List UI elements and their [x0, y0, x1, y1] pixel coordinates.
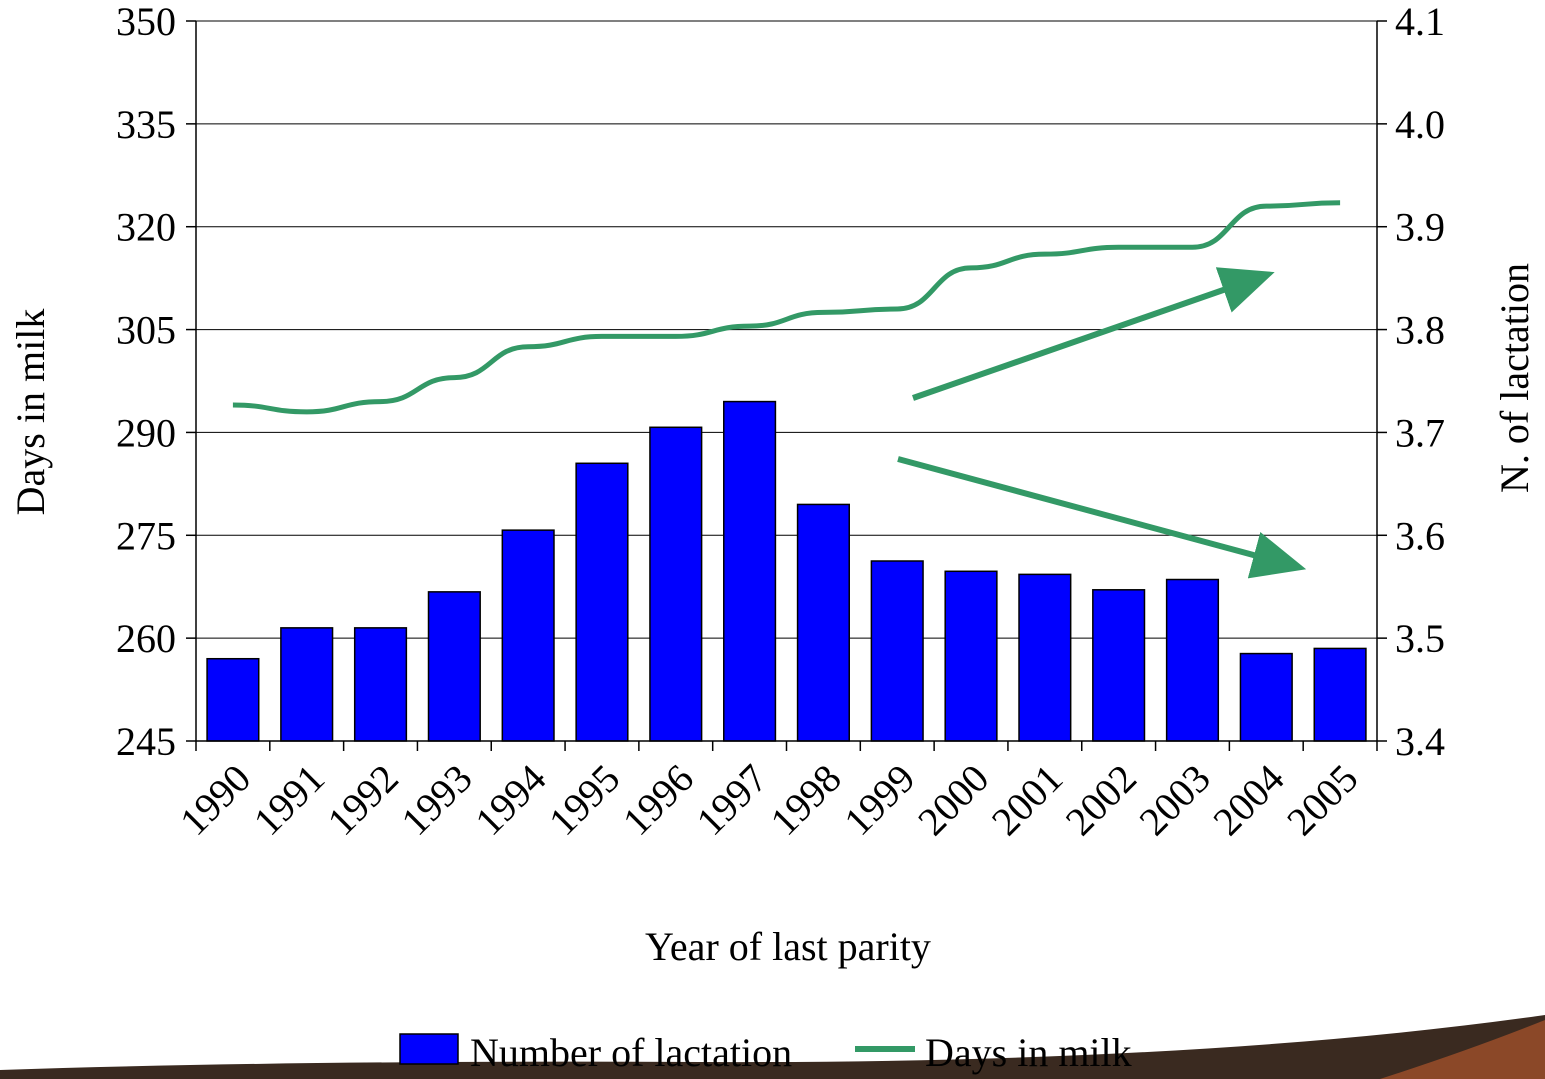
x-axis-ticks: 1990199119921993199419951996199719981999… [171, 741, 1378, 844]
x-tick-label: 1999 [835, 756, 923, 844]
x-tick-label: 1992 [319, 756, 407, 844]
x-tick-label: 1991 [245, 756, 333, 844]
legend-label-line: Days in milk [925, 1030, 1132, 1075]
left-tick-label: 260 [116, 616, 176, 661]
left-tick-label: 305 [116, 308, 176, 353]
legend-label-bars: Number of lactation [470, 1030, 792, 1075]
line-days-in-milk [232, 200, 1341, 415]
background-swoosh [0, 1015, 1545, 1079]
x-tick-label: 1993 [392, 756, 480, 844]
legend-swatch-bars [399, 1033, 459, 1065]
right-tick-label: 4.0 [1395, 102, 1445, 147]
left-tick-label: 275 [116, 513, 176, 558]
x-tick-label: 2000 [909, 756, 997, 844]
x-tick-label: 1994 [466, 756, 554, 844]
bar-1996 [649, 426, 703, 742]
background-swoosh-highlight [1380, 1020, 1545, 1079]
bar-2000 [944, 570, 998, 742]
right-tick-label: 4.1 [1395, 0, 1445, 44]
series-line [232, 200, 1341, 415]
right-axis-ticks: 3.4 3.5 3.6 3.7 3.8 3.9 4.0 4.1 [1377, 0, 1445, 764]
y-axis-title: Days in milk [8, 309, 53, 516]
bar-2003 [1165, 578, 1220, 742]
bars [206, 400, 1367, 742]
right-tick-label: 3.4 [1395, 719, 1445, 764]
bar-2002 [1092, 589, 1146, 742]
x-tick-label: 2002 [1057, 756, 1145, 844]
x-tick-label: 1990 [171, 756, 259, 844]
y2-axis-title: N. of lactation [1492, 263, 1537, 493]
bar-2005 [1313, 647, 1367, 742]
left-tick-label: 290 [116, 410, 176, 455]
bar-1993 [427, 591, 481, 742]
left-tick-label: 245 [116, 719, 176, 764]
x-tick-label: 2001 [983, 756, 1071, 844]
right-tick-label: 3.9 [1395, 205, 1445, 250]
x-tick-label: 2005 [1278, 756, 1366, 844]
x-tick-label: 1996 [614, 756, 702, 844]
trend-arrow-down [897, 456, 1307, 579]
bar-2001 [1018, 573, 1072, 742]
x-tick-label: 1998 [761, 756, 849, 844]
x-tick-label: 1997 [688, 756, 776, 844]
bar-1991 [280, 627, 334, 742]
bar-1992 [353, 627, 408, 742]
left-tick-label: 350 [116, 0, 176, 44]
bar-2004 [1239, 652, 1293, 742]
bar-1990 [206, 657, 260, 742]
trend-arrow-up [912, 267, 1275, 401]
bar-1999 [870, 560, 924, 742]
x-tick-label: 2003 [1130, 756, 1218, 844]
bar-1994 [501, 529, 555, 742]
bar-1997 [723, 400, 777, 742]
bar-1998 [796, 503, 850, 742]
gridlines [196, 20, 1377, 639]
left-tick-label: 335 [116, 102, 176, 147]
left-axis-ticks: 245 260 275 290 305 320 335 350 [116, 0, 196, 764]
bar-1995 [575, 462, 629, 742]
left-tick-label: 320 [116, 205, 176, 250]
legend: Number of lactation Days in milk [399, 1030, 1132, 1075]
right-tick-label: 3.8 [1395, 308, 1445, 353]
right-tick-label: 3.6 [1395, 513, 1445, 558]
right-tick-label: 3.7 [1395, 410, 1445, 455]
x-axis-title: Year of last parity [645, 924, 931, 969]
right-tick-label: 3.5 [1395, 616, 1445, 661]
x-tick-label: 2004 [1204, 756, 1292, 844]
x-tick-label: 1995 [540, 756, 628, 844]
